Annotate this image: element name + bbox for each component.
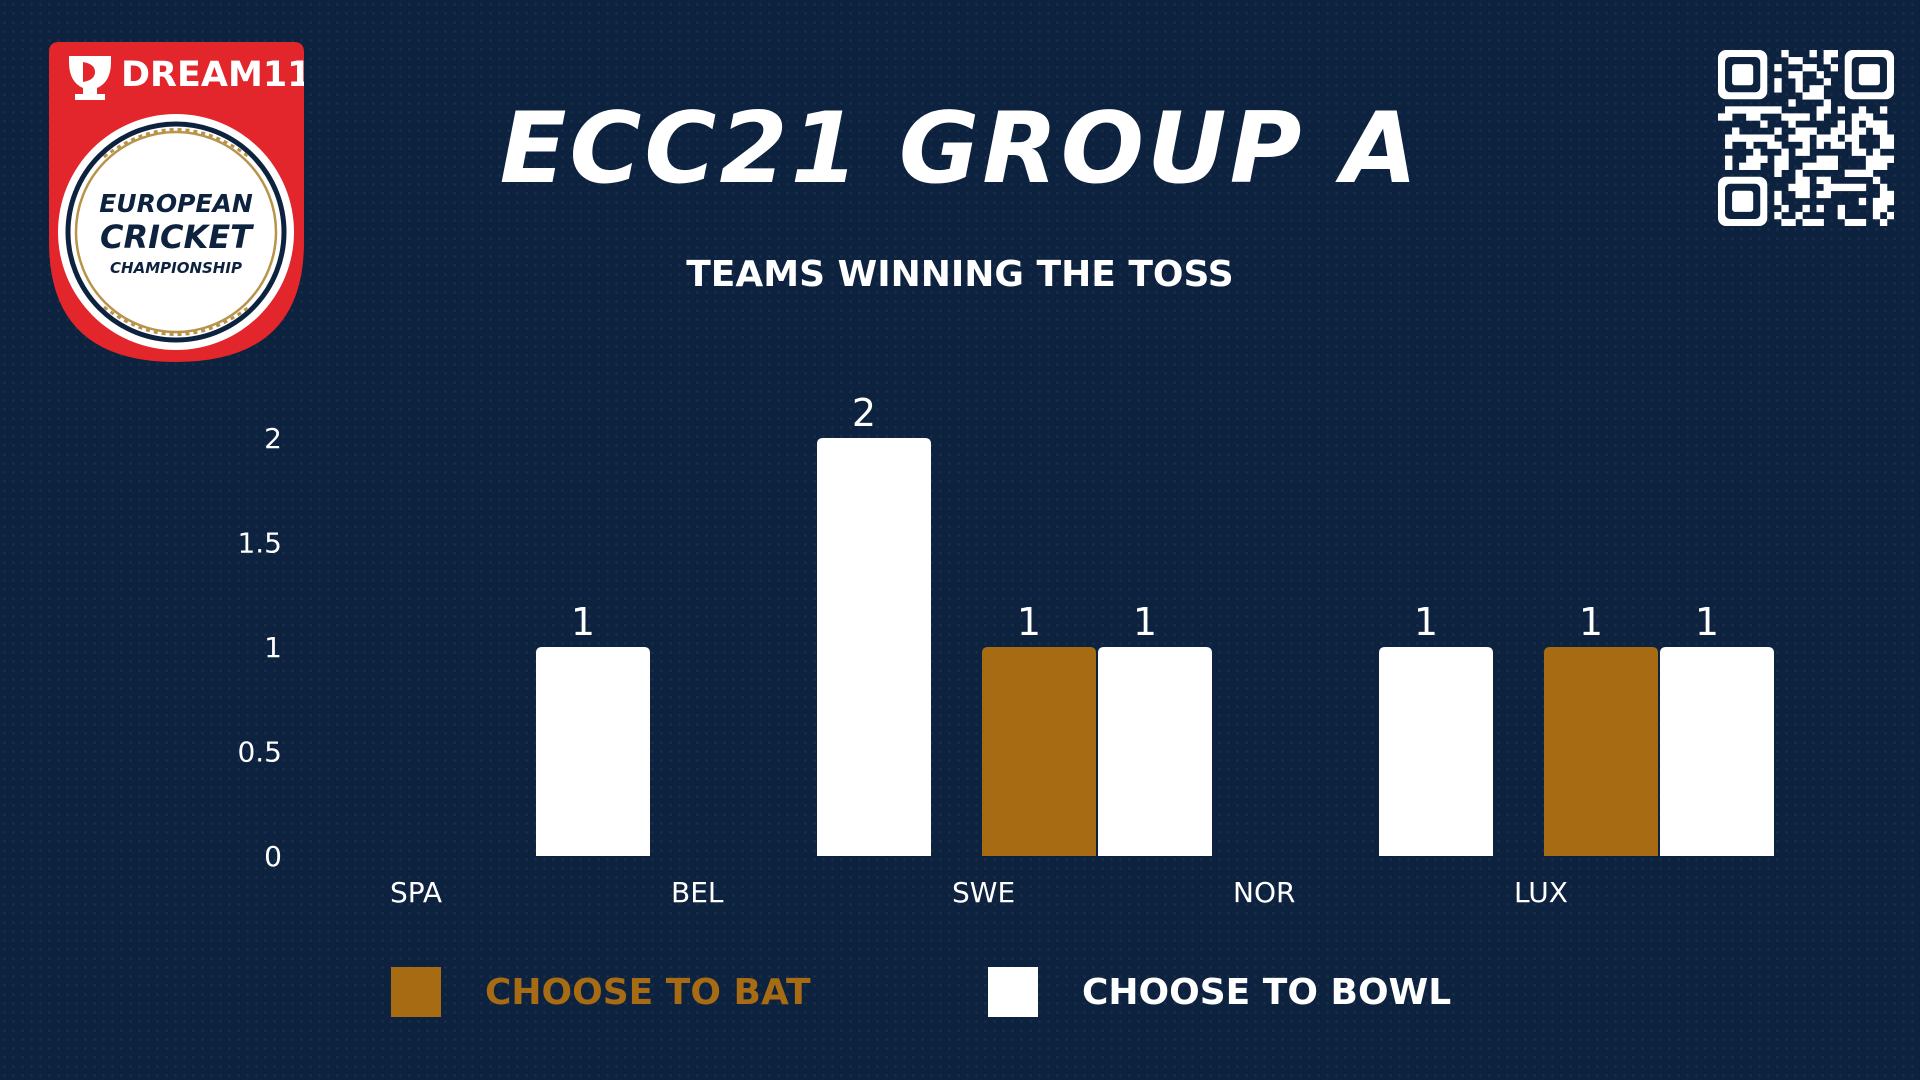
y-tick-label: 1.5 [237,527,282,560]
bar-spa-bowl [536,647,650,856]
y-tick-label: 1 [264,631,282,664]
x-tick-label: BEL [671,876,724,909]
bar-bel-bowl [817,438,931,856]
logo-line3: CHAMPIONSHIP [110,259,242,277]
y-tick-label: 2 [264,422,282,455]
x-tick-label: LUX [1514,876,1568,909]
x-tick-label: SWE [952,876,1015,909]
legend-bowl-label: CHOOSE TO BOWL [1082,971,1452,1013]
legend-bowl: CHOOSE TO BOWL [988,964,1451,1020]
y-tick-label: 0.5 [237,736,282,769]
data-label: 1 [571,600,595,644]
x-tick-label: NOR [1233,876,1295,909]
data-label: 1 [1017,600,1041,644]
bar-swe-bat [982,647,1096,856]
chart-subtitle: TEAMS WINNING THE TOSS [686,254,1234,295]
legend-bat: CHOOSE TO BAT [391,964,811,1020]
data-label: 1 [1414,600,1438,644]
y-tick-label: 0 [264,840,282,873]
bar-swe-bowl [1098,647,1212,856]
logo-brand: DREAM11 [121,55,304,95]
legend-bowl-swatch [988,967,1038,1017]
bar-lux-bowl [1660,647,1774,856]
data-label: 1 [1579,600,1603,644]
bar-nor-bowl [1379,647,1493,856]
page-title: ECC21 GROUP A [499,92,1421,206]
x-tick-label: SPA [390,876,442,909]
bar-lux-bat [1544,647,1658,856]
data-label: 2 [852,391,876,435]
logo-line2: CRICKET [100,218,254,256]
logo-line1: EUROPEAN [99,189,253,218]
legend-bat-label: CHOOSE TO BAT [485,971,811,1013]
data-label: 1 [1695,600,1719,644]
legend-bat-swatch [391,967,441,1017]
data-label: 1 [1133,600,1157,644]
dream11-logo-icon: DREAM11 EUROPEAN CRICKET CHAMPIONSHIP [49,42,304,362]
qr-code-icon [1718,50,1894,226]
